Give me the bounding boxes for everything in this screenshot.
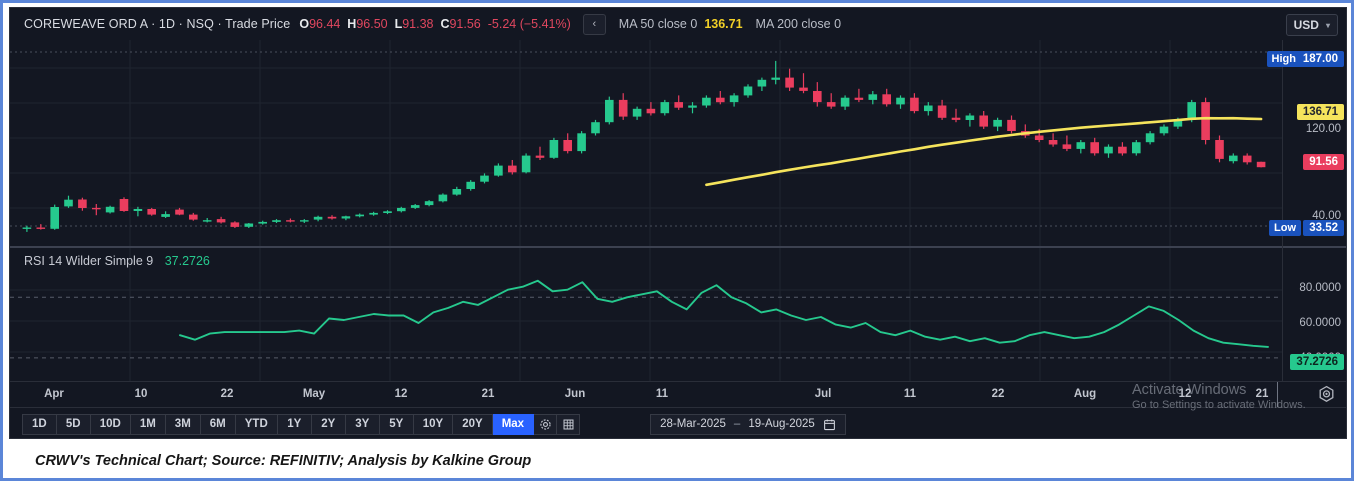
bottom-toolbar[interactable]: 1D 5D 10D 1M 3M 6M YTD 1Y 2Y 3Y 5Y 10Y 2…	[10, 407, 1346, 438]
price-tick-40: 40.00	[1312, 210, 1341, 222]
pane-divider	[10, 246, 1346, 248]
ma200-label[interactable]: MA 200 close 0	[755, 17, 842, 31]
rsi-grid	[10, 248, 1285, 381]
high-value: 96.50	[356, 17, 388, 31]
ma50-label[interactable]: MA 50 close 0	[618, 17, 698, 31]
time-label-5: 21	[481, 388, 495, 400]
change-value: -5.24 (−5.41%)	[487, 17, 571, 31]
symbol-title[interactable]: COREWEAVE ORD A · 1D · NSQ · Trade Price	[24, 17, 291, 31]
time-label-1: 10	[134, 388, 148, 400]
timeframe-3y[interactable]: 3Y	[345, 413, 380, 435]
low-label: L	[394, 17, 403, 31]
close-value: 91.56	[449, 17, 481, 31]
rsi-legend[interactable]: RSI 14 Wilder Simple 9 37.2726	[24, 254, 210, 268]
ma-price-badge: 136.71	[1296, 104, 1344, 120]
chart-legend-bar: COREWEAVE ORD A · 1D · NSQ · Trade Price…	[10, 8, 1346, 40]
time-label-8: Jul	[814, 388, 832, 400]
last-price-badge: 91.56	[1303, 154, 1344, 170]
open-value: 96.44	[309, 17, 341, 31]
timeframe-2y[interactable]: 2Y	[311, 413, 346, 435]
time-axis[interactable]: Apr 10 22 May 12 21 Jun 11 Jul 11 22 Aug…	[10, 381, 1346, 408]
time-cursor-line	[1277, 382, 1278, 408]
timeframe-1m[interactable]: 1M	[130, 413, 166, 435]
collapse-legend-icon[interactable]: ‹	[582, 13, 606, 35]
date-range-dash: –	[733, 418, 741, 430]
price-axis[interactable]: 160.00 120.00 80.00 40.00 High 187.00 13…	[1266, 40, 1346, 381]
timeframe-5d[interactable]: 5D	[56, 413, 91, 435]
figure-caption: CRWV's Technical Chart; Source: REFINITI…	[9, 443, 1347, 478]
rsi-label: RSI 14 Wilder Simple 9	[24, 254, 154, 268]
rsi-plot	[10, 248, 1285, 381]
crosshair-target-icon[interactable]	[1317, 385, 1336, 404]
table-grid-icon[interactable]	[557, 413, 581, 435]
rsi-tick-80: 80.0000	[1299, 282, 1341, 294]
timeframe-6m[interactable]: 6M	[200, 413, 236, 435]
timeframe-3m[interactable]: 3M	[165, 413, 201, 435]
currency-label: USD	[1293, 18, 1319, 32]
timeframe-5y[interactable]: 5Y	[379, 413, 414, 435]
rsi-value-badge: 37.2726	[1290, 354, 1344, 370]
gear-icon[interactable]	[534, 413, 558, 435]
time-label-6: Jun	[564, 388, 586, 400]
close-label: C	[440, 17, 450, 31]
timeframe-max[interactable]: Max	[492, 413, 535, 435]
time-label-9: 11	[903, 388, 917, 400]
timeframe-ytd[interactable]: YTD	[235, 413, 278, 435]
timeframe-button-group[interactable]: 1D 5D 10D 1M 3M 6M YTD 1Y 2Y 3Y 5Y 10Y 2…	[22, 413, 581, 435]
time-label-12: 12	[1178, 388, 1192, 400]
timeframe-1y[interactable]: 1Y	[277, 413, 312, 435]
ma50-value: 136.71	[704, 17, 743, 31]
high-tag: High	[1266, 51, 1301, 67]
axis-divider	[1283, 246, 1346, 248]
calendar-icon[interactable]	[823, 418, 836, 431]
rsi-tick-60: 60.0000	[1299, 317, 1341, 329]
date-from[interactable]: 28-Mar-2025	[660, 418, 726, 430]
timeframe-10y[interactable]: 10Y	[413, 413, 454, 435]
time-label-7: 11	[655, 388, 669, 400]
rsi-series-line	[179, 279, 1269, 348]
price-pane[interactable]	[10, 40, 1285, 246]
time-label-13: 21	[1255, 388, 1269, 400]
high-label: H	[347, 17, 357, 31]
time-label-0: Apr	[44, 388, 64, 400]
caption-text: CRWV's Technical Chart; Source: REFINITI…	[35, 452, 532, 469]
time-label-10: 22	[991, 388, 1005, 400]
candlestick-plot	[10, 40, 1285, 246]
low-value: 91.38	[402, 17, 434, 31]
timeframe-1d[interactable]: 1D	[22, 413, 57, 435]
open-label: O	[299, 17, 310, 31]
low-tag: Low	[1269, 220, 1301, 236]
timeframe-10d[interactable]: 10D	[90, 413, 131, 435]
trading-chart-widget[interactable]: COREWEAVE ORD A · 1D · NSQ · Trade Price…	[9, 7, 1347, 439]
time-label-3: May	[302, 388, 326, 400]
chevron-down-icon: ▾	[1325, 20, 1330, 30]
candle-series	[22, 60, 1266, 232]
date-to[interactable]: 19-Aug-2025	[748, 418, 815, 430]
price-tick-120: 120.00	[1305, 123, 1341, 135]
time-label-2: 22	[220, 388, 234, 400]
rsi-pane[interactable]	[10, 248, 1285, 381]
high-price-badge: 187.00	[1296, 51, 1344, 67]
time-label-4: 12	[394, 388, 408, 400]
time-label-11: Aug	[1073, 388, 1097, 400]
rsi-value: 37.2726	[164, 254, 210, 268]
ohlc-readout: O96.44 H96.50 L91.38 C91.56	[299, 17, 480, 31]
currency-selector[interactable]: USD ▾	[1285, 14, 1338, 36]
low-price-badge: 33.52	[1303, 220, 1344, 236]
date-range-picker[interactable]: 28-Mar-2025 – 19-Aug-2025	[650, 413, 846, 435]
timeframe-20y[interactable]: 20Y	[453, 413, 493, 435]
price-grid	[10, 40, 1285, 246]
ma50-overlay-line	[705, 116, 1263, 187]
